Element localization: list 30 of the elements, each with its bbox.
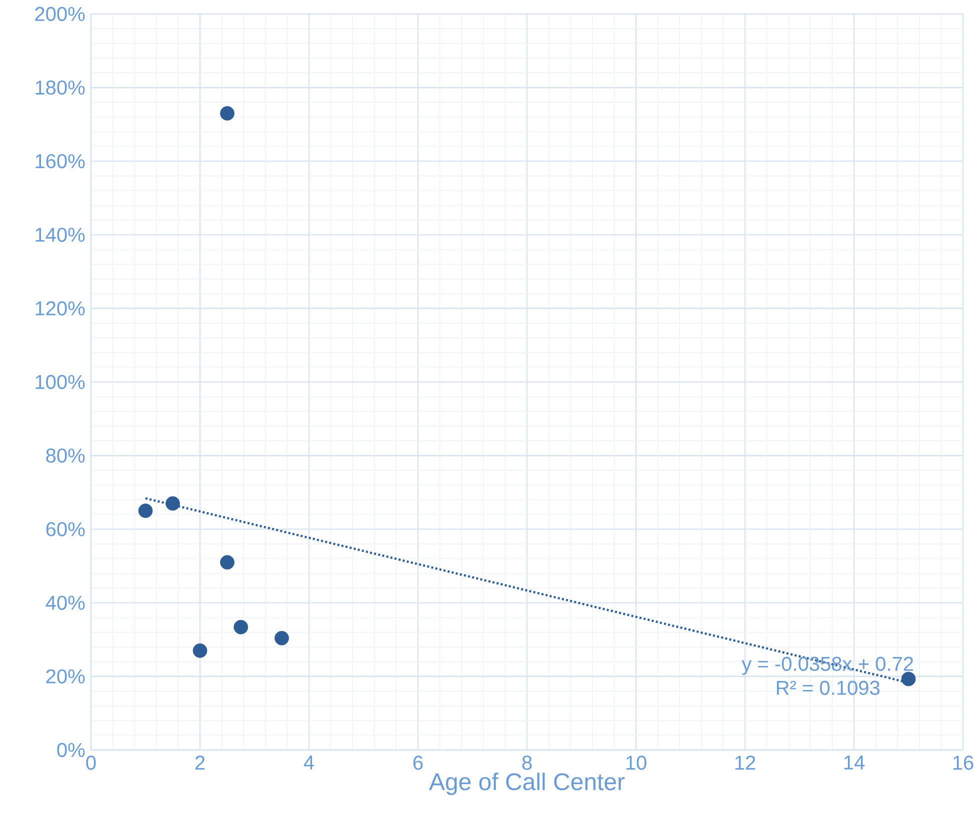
y-tick-label: 200% — [35, 6, 85, 22]
y-tick-label: 20% — [46, 669, 85, 684]
point — [220, 555, 234, 570]
point — [166, 496, 180, 511]
point — [234, 620, 248, 634]
point — [274, 630, 289, 646]
x-tick-label: 14 — [844, 756, 865, 770]
y-tick-label: 160% — [36, 154, 85, 168]
x-tick-label: 6 — [413, 756, 423, 770]
y-tick-label: 80% — [46, 448, 85, 463]
point — [192, 643, 208, 658]
y-tick-label: 100% — [36, 374, 85, 390]
annotation: R² = 0.1093 — [776, 680, 880, 695]
x-tick-label: 8 — [522, 756, 532, 770]
y-tick-label: 40% — [46, 596, 85, 610]
x-tick-label: 4 — [304, 756, 314, 770]
point — [138, 504, 153, 518]
x-tick-label: 10 — [626, 756, 646, 770]
point — [901, 672, 916, 686]
y-tick-label: 120% — [36, 301, 85, 316]
y-tick-label: 180% — [36, 80, 85, 95]
x-axis-title: Age of Call Center — [429, 772, 625, 796]
y-tick-label: 60% — [46, 522, 85, 536]
x-tick-label: 2 — [195, 756, 205, 770]
point — [220, 106, 234, 121]
y-tick-label: 0% — [57, 742, 85, 758]
x-tick-label: 16 — [953, 756, 974, 770]
x-tick-label: 0 — [86, 756, 96, 770]
y-tick-label: 140% — [36, 228, 85, 242]
x-tick-label: 12 — [735, 756, 756, 770]
